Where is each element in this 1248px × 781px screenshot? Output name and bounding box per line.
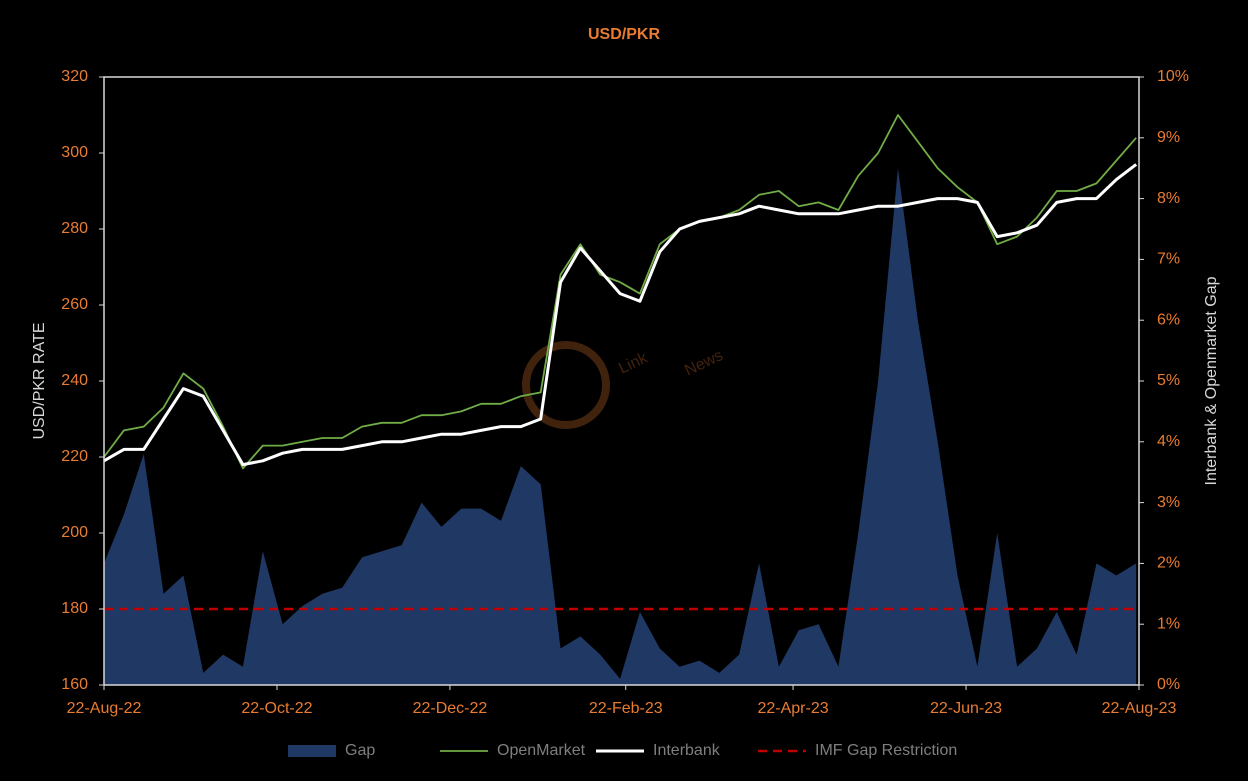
y2-tick-label: 5% (1157, 372, 1180, 389)
watermark-text: News (682, 347, 725, 379)
legend-label: Interbank (653, 742, 721, 759)
gap-area (104, 168, 1137, 685)
y2-tick-label: 1% (1157, 615, 1180, 632)
x-tick-label: 22-Aug-22 (67, 700, 142, 717)
y2-tick-label: 6% (1157, 311, 1180, 328)
y-tick-label: 160 (61, 676, 88, 693)
y-tick-label: 320 (61, 68, 88, 85)
y-axis-label: USD/PKR RATE (31, 322, 48, 439)
series-line (103, 114, 1137, 470)
series-line (103, 163, 1138, 467)
y2-tick-label: 4% (1157, 433, 1180, 450)
x-tick-label: 22-Apr-23 (757, 700, 828, 717)
y-tick-label: 280 (61, 220, 88, 237)
legend-label: OpenMarket (497, 742, 586, 759)
watermark-text: Link (616, 349, 651, 377)
y2-tick-label: 9% (1157, 129, 1180, 146)
plot-area (103, 114, 1139, 685)
y2-tick-label: 10% (1157, 68, 1189, 85)
y2-tick-label: 7% (1157, 251, 1180, 268)
watermark: Link News (522, 341, 726, 429)
legend-label: IMF Gap Restriction (815, 742, 957, 759)
y2-tick-label: 2% (1157, 555, 1180, 572)
y-tick-label: 300 (61, 144, 88, 161)
legend-label: Gap (345, 742, 375, 759)
y-tick-label: 260 (61, 296, 88, 313)
legend-swatch (288, 745, 336, 757)
x-tick-label: 22-Dec-22 (413, 700, 488, 717)
x-tick-label: 22-Feb-23 (589, 700, 663, 717)
y2-tick-label: 0% (1157, 676, 1180, 693)
y2-tick-label: 3% (1157, 494, 1180, 511)
x-tick-label: 22-Aug-23 (1102, 700, 1177, 717)
y-tick-label: 200 (61, 524, 88, 541)
y-tick-label: 220 (61, 448, 88, 465)
y-tick-label: 240 (61, 372, 88, 389)
y2-tick-label: 8% (1157, 190, 1180, 207)
x-tick-label: 22-Oct-22 (241, 700, 312, 717)
chart-title: USD/PKR (588, 26, 660, 43)
y2-axis-label: Interbank & Openmarket Gap (1203, 276, 1220, 485)
x-tick-label: 22-Jun-23 (930, 700, 1002, 717)
y-tick-label: 180 (61, 600, 88, 617)
watermark-logo (522, 341, 610, 429)
